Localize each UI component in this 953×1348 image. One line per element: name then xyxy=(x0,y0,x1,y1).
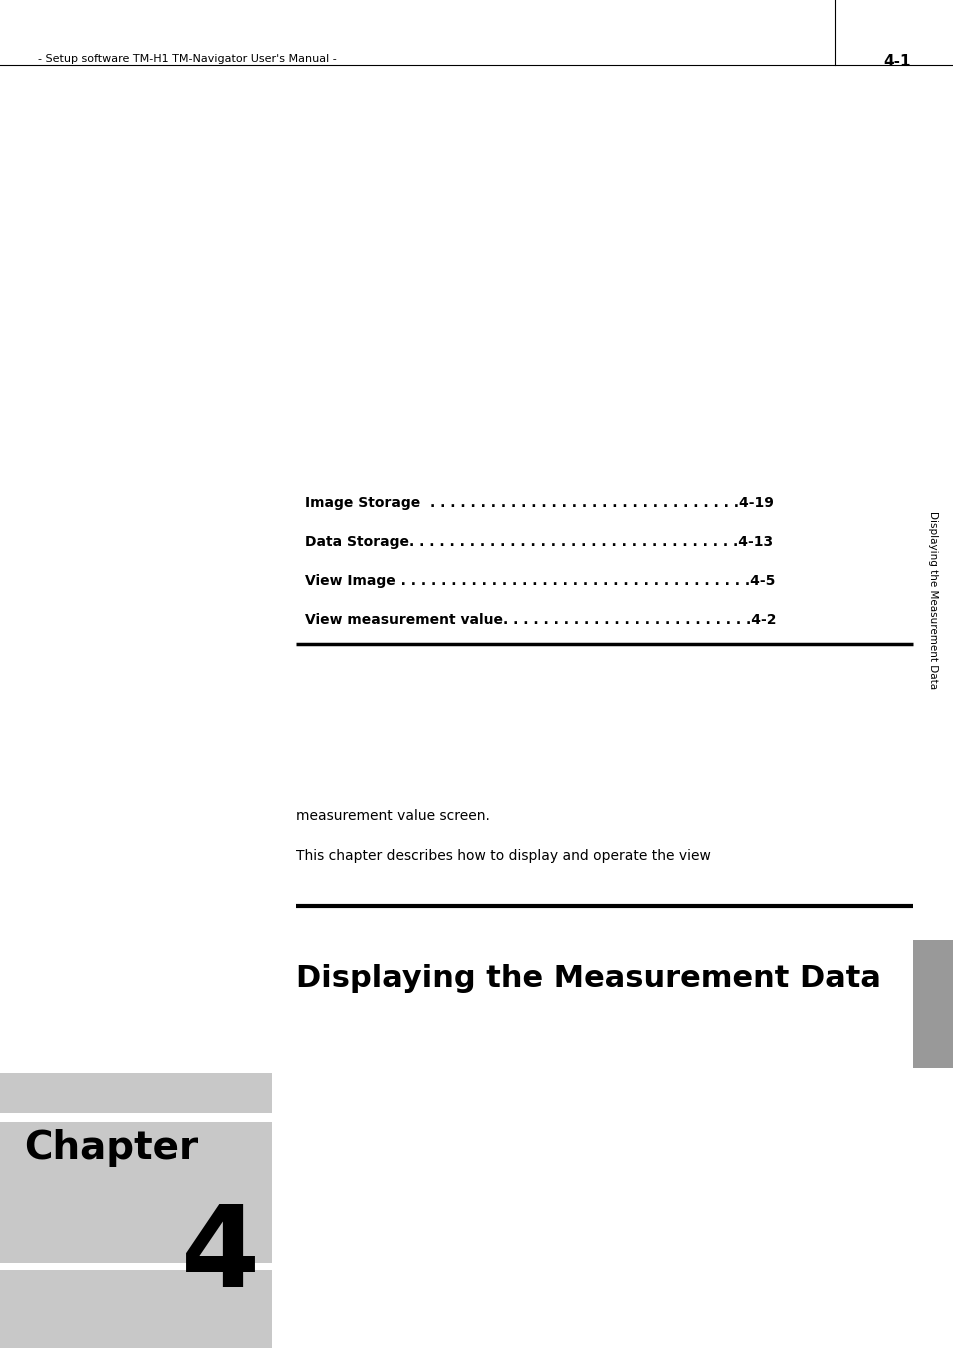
Text: View measurement value. . . . . . . . . . . . . . . . . . . . . . . . .4-2: View measurement value. . . . . . . . . … xyxy=(305,613,776,627)
Text: 4: 4 xyxy=(181,1200,260,1310)
FancyBboxPatch shape xyxy=(0,1073,272,1113)
Text: Chapter: Chapter xyxy=(24,1130,198,1167)
Text: Displaying the Measurement Data: Displaying the Measurement Data xyxy=(295,964,880,993)
Text: Image Storage  . . . . . . . . . . . . . . . . . . . . . . . . . . . . . . .4-19: Image Storage . . . . . . . . . . . . . … xyxy=(305,496,773,510)
Text: Data Storage. . . . . . . . . . . . . . . . . . . . . . . . . . . . . . . . .4-1: Data Storage. . . . . . . . . . . . . . … xyxy=(305,535,773,549)
Text: This chapter describes how to display and operate the view: This chapter describes how to display an… xyxy=(295,849,710,863)
Text: measurement value screen.: measurement value screen. xyxy=(295,809,489,822)
FancyBboxPatch shape xyxy=(912,940,953,1068)
Text: View Image . . . . . . . . . . . . . . . . . . . . . . . . . . . . . . . . . . .: View Image . . . . . . . . . . . . . . .… xyxy=(305,574,775,588)
Text: 4-1: 4-1 xyxy=(882,54,909,69)
FancyBboxPatch shape xyxy=(0,1270,272,1348)
Text: - Setup software TM-H1 TM-Navigator User's Manual -: - Setup software TM-H1 TM-Navigator User… xyxy=(38,54,336,63)
FancyBboxPatch shape xyxy=(0,1122,272,1263)
Text: Displaying the Measurement Data: Displaying the Measurement Data xyxy=(927,511,938,689)
